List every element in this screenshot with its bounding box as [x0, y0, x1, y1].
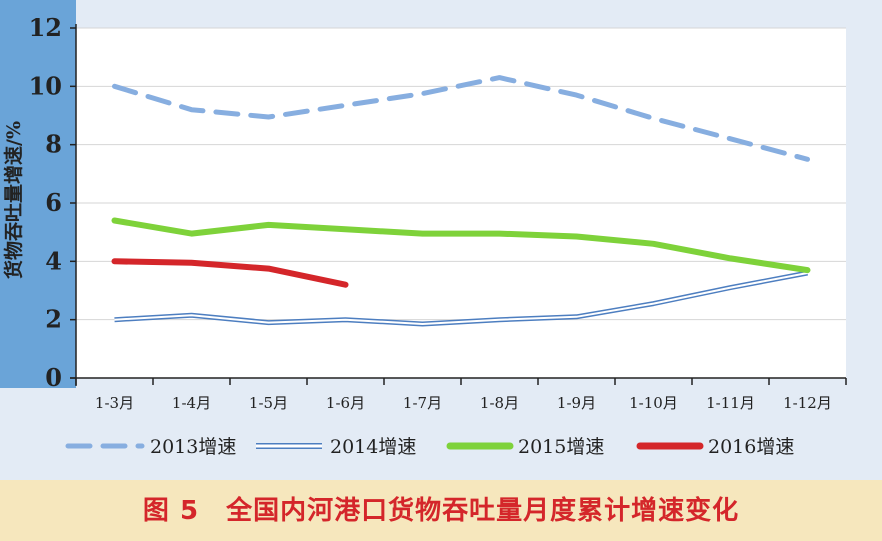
series-2: [111, 217, 811, 274]
data-point: [728, 285, 733, 290]
data-point: [266, 222, 271, 227]
data-point: [805, 268, 810, 273]
data-point: [266, 320, 271, 325]
data-point: [420, 231, 425, 236]
series-2-line: [111, 217, 811, 274]
data-point: [574, 314, 579, 319]
data-point: [728, 136, 733, 141]
x-tick-label: 1-9月: [557, 394, 596, 412]
x-tick-label: 1-8月: [480, 394, 519, 412]
x-tick-label: 1-4月: [172, 394, 211, 412]
data-point: [189, 260, 194, 265]
data-point: [497, 317, 502, 322]
series-0-line: [112, 75, 810, 162]
legend-label: 2014增速: [330, 436, 416, 458]
series-3-line: [111, 258, 349, 288]
data-point: [805, 157, 810, 162]
data-point: [343, 317, 348, 322]
x-tick-label: 1-10月: [629, 394, 678, 412]
y-tick-label: 12: [29, 13, 62, 42]
y-tick-label: 2: [45, 305, 62, 334]
series-0: [112, 75, 810, 162]
data-point: [651, 301, 656, 306]
series-lines: [111, 75, 811, 327]
data-point: [112, 84, 117, 89]
data-point: [266, 114, 271, 119]
data-point: [112, 218, 117, 223]
y-tick-label: 6: [45, 188, 62, 217]
data-point: [189, 107, 194, 112]
data-point: [343, 227, 348, 232]
data-point: [651, 116, 656, 121]
data-point: [497, 75, 502, 80]
data-point: [497, 231, 502, 236]
data-point: [112, 317, 117, 322]
figure-caption: 图 5 全国内河港口货物吞吐量月度累计增速变化: [142, 496, 740, 526]
y-axis-band: [0, 0, 76, 388]
data-point: [189, 313, 194, 318]
legend-label: 2015增速: [518, 436, 604, 458]
data-point: [266, 266, 271, 271]
axes: [70, 24, 847, 386]
x-tick-label: 1-12月: [783, 394, 832, 412]
legend-label: 2013增速: [150, 436, 236, 458]
legend: 2013增速 2014增速 2015增速 2016增速: [65, 436, 794, 458]
y-tick-labels: 0 2 4 6 8 10 12: [29, 13, 62, 392]
y-tick-label: 0: [45, 363, 62, 392]
y-tick-label: 8: [45, 130, 62, 159]
x-tick-labels: 1-3月 1-4月 1-5月 1-6月 1-7月 1-8月 1-9月 1-10月 1-11月 1-…: [95, 394, 832, 412]
x-tick-label: 1-7月: [403, 394, 442, 412]
x-tick-label: 1-11月: [706, 394, 755, 412]
data-point: [112, 259, 117, 264]
series-1-line-inner: [114, 272, 808, 325]
data-point: [651, 241, 656, 246]
x-tick-label: 1-6月: [326, 394, 365, 412]
data-point: [420, 322, 425, 327]
x-tick-label: 1-3月: [95, 394, 134, 412]
data-point: [189, 231, 194, 236]
data-point: [728, 256, 733, 261]
data-point: [574, 93, 579, 98]
y-axis-label: 货物吞吐量增速/%: [2, 121, 25, 279]
y-tick-label: 4: [45, 246, 62, 275]
series-1: [112, 270, 808, 327]
data-point: [343, 282, 348, 287]
data-point: [343, 103, 348, 108]
series-3: [111, 258, 349, 288]
legend-label: 2016增速: [708, 436, 794, 458]
x-tick-label: 1-5月: [249, 394, 288, 412]
data-point: [574, 234, 579, 239]
data-point: [420, 91, 425, 96]
y-tick-label: 10: [29, 71, 62, 100]
